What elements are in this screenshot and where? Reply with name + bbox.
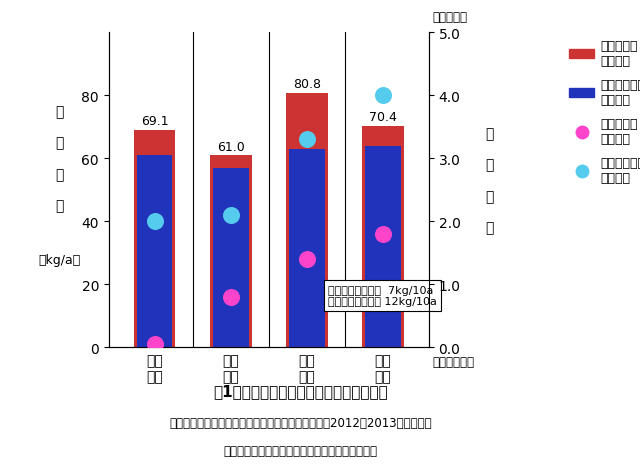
Text: 標肂：チッソ成分  7kg/10a
多肂：チッソ成分 12kg/10a: 標肂：チッソ成分 7kg/10a 多肂：チッソ成分 12kg/10a [328, 285, 437, 307]
Bar [213, 169, 248, 347]
Point [149, 340, 159, 348]
Bar [362, 126, 404, 347]
Text: （倒伏無し）: （倒伏無し） [432, 355, 474, 368]
Bar [134, 130, 175, 347]
Text: （全倒伏）: （全倒伏） [432, 11, 467, 24]
Text: 伏: 伏 [485, 159, 494, 172]
Legend: ちほみのり
（収量）, あきたこまち
（収量）, ちほみのり
（倒伏）, あきたこまち
（倒伏）: ちほみのり （収量）, あきたこまち （収量）, ちほみのり （倒伏）, あきた… [570, 40, 640, 185]
Text: 図中の数値は「ちほみのり」の精玄米重を示す。: 図中の数値は「ちほみのり」の精玄米重を示す。 [224, 444, 378, 456]
Text: 重: 重 [55, 199, 63, 213]
Text: 61.0: 61.0 [217, 140, 244, 153]
Bar [210, 156, 252, 347]
Bar [289, 149, 324, 347]
Text: 69.1: 69.1 [141, 115, 168, 128]
Point [225, 212, 236, 219]
Point [302, 256, 312, 263]
Text: 精: 精 [55, 105, 63, 119]
Bar [137, 156, 172, 347]
Point [149, 218, 159, 226]
Text: 図1　栽培方法ごとの倒伏程度と玄米収量: 図1 栽培方法ごとの倒伏程度と玄米収量 [213, 383, 388, 398]
Point [378, 230, 388, 238]
Text: 直播は表面湛水条播栄培、栄培地：秋田県大仙市、2012～2013年の平均値: 直播は表面湛水条播栄培、栄培地：秋田県大仙市、2012～2013年の平均値 [170, 416, 432, 429]
Text: 程: 程 [485, 190, 494, 204]
Bar [365, 147, 401, 347]
Text: 70.4: 70.4 [369, 111, 397, 124]
Text: 米: 米 [55, 168, 63, 182]
Text: （kg/a）: （kg/a） [38, 253, 81, 266]
Bar [286, 94, 328, 347]
Point [378, 92, 388, 100]
Text: 玄: 玄 [55, 136, 63, 150]
Point [225, 293, 236, 301]
Point [302, 136, 312, 144]
Text: 80.8: 80.8 [293, 78, 321, 91]
Text: 倒: 倒 [485, 127, 494, 141]
Text: 度: 度 [485, 221, 494, 235]
